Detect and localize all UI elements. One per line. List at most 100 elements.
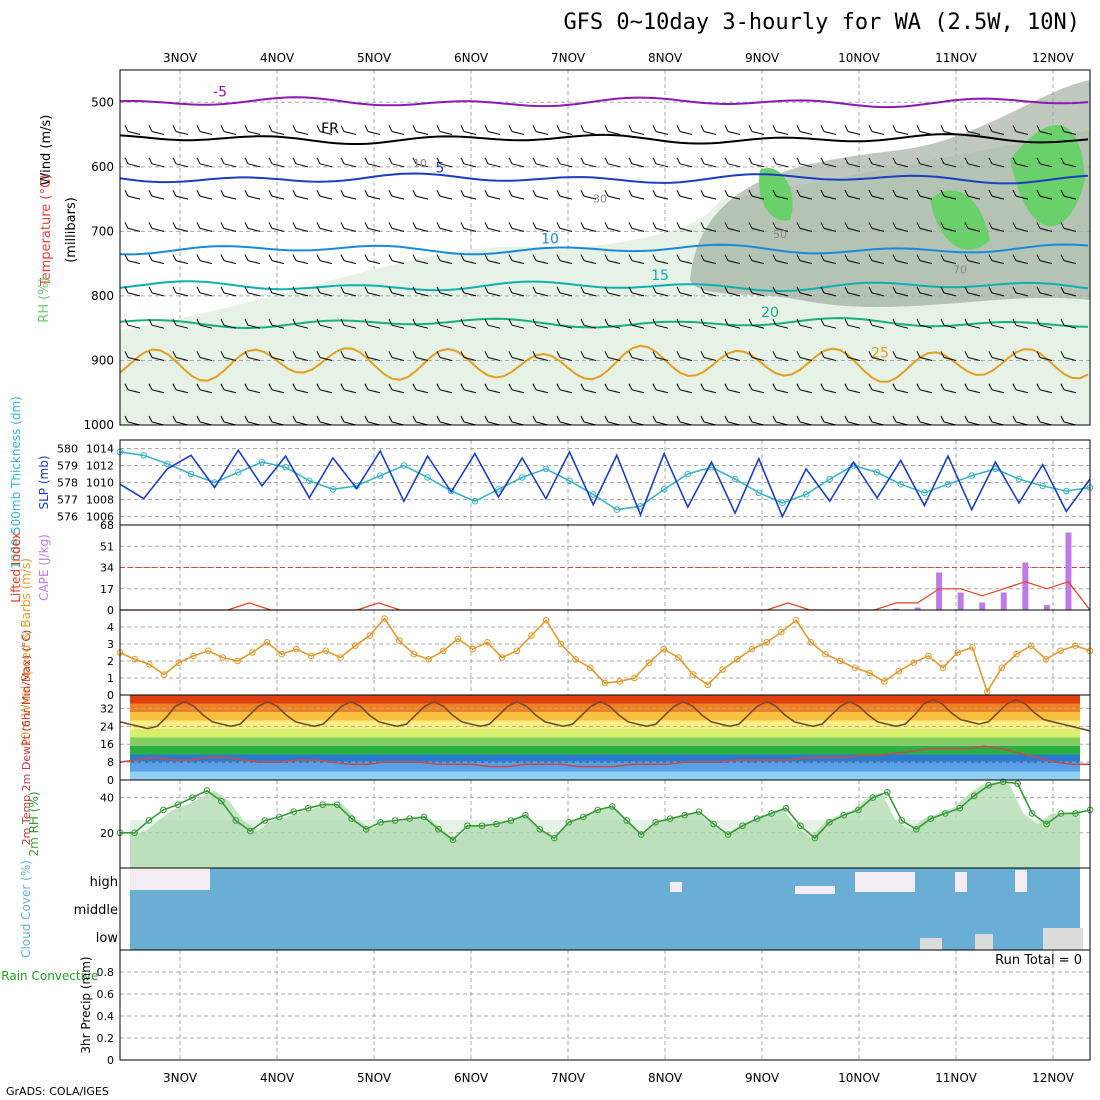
wind-speed-line-point xyxy=(1072,642,1079,650)
thickness-line-point xyxy=(164,460,171,468)
wind-speed-line-point xyxy=(660,645,668,653)
wind-barb xyxy=(628,189,645,200)
wind-barb xyxy=(652,351,669,361)
thickness-line-point xyxy=(518,474,526,481)
rh-line-point xyxy=(753,815,761,823)
rh-line-point xyxy=(724,831,732,838)
rh-contour-label: 10 xyxy=(413,157,427,170)
wind-barb xyxy=(244,189,261,200)
wind-barb xyxy=(244,254,261,265)
wind-speed-line-point xyxy=(895,667,903,675)
y-tick-label-wind: 2 xyxy=(107,655,114,668)
wind-speed-line-point xyxy=(366,632,374,639)
wind-barb xyxy=(412,157,429,168)
thickness-line-point xyxy=(684,470,692,478)
wind-speed-line-point xyxy=(160,671,168,678)
x-tick-label-top: 6NOV xyxy=(454,51,489,65)
isotherm-line xyxy=(119,317,1089,330)
wind-barb xyxy=(988,189,1005,200)
thickness-line-point xyxy=(258,458,266,466)
wind-barb xyxy=(796,157,813,168)
wind-barb xyxy=(604,383,621,394)
rh-line-point xyxy=(449,836,457,844)
wind-barb xyxy=(676,383,693,394)
wind-barb xyxy=(484,286,501,297)
y-tick-label-wind: 0 xyxy=(107,689,114,702)
cloud-level-label: middle xyxy=(74,903,118,918)
y-tick-label-temp: 0 xyxy=(107,774,114,787)
wind-barb xyxy=(412,254,429,265)
wind-barb xyxy=(508,125,525,136)
wind-barb xyxy=(1012,286,1029,297)
temp-band xyxy=(130,712,1080,721)
wind-speed-line-point xyxy=(234,657,241,665)
isotherm-line xyxy=(119,243,1089,256)
ylabel-precip-rain: Total / Rain Convective xyxy=(0,969,98,983)
ylabel-cloud-cover: Cloud Cover (%) xyxy=(19,860,33,958)
wind-barb xyxy=(1036,254,1053,265)
wind-barb xyxy=(364,351,381,361)
y-tick-label-rh: 40 xyxy=(100,792,114,805)
wind-speed-line-point xyxy=(969,644,976,651)
wind-barb xyxy=(868,286,885,297)
rh-contour-label: 30 xyxy=(593,192,607,205)
wind-barb xyxy=(964,318,981,329)
wind-speed-line-point xyxy=(866,669,873,677)
x-tick-label-bottom: 3NOV xyxy=(163,1071,198,1085)
rh-contour-label: 50 xyxy=(773,228,787,241)
wind-barb xyxy=(220,189,237,200)
wind-barb xyxy=(508,222,525,232)
rh-line-point xyxy=(637,831,645,838)
wind-barb xyxy=(724,254,741,265)
wind-speed-line-point xyxy=(851,664,859,672)
wind-speed-line-point xyxy=(484,639,491,646)
y-tick-label-precip: 0 xyxy=(107,1054,114,1067)
wind-barb xyxy=(460,286,477,297)
wind-barb xyxy=(652,383,669,394)
temp-band xyxy=(130,703,1080,712)
wind-speed-line-point xyxy=(146,661,153,668)
rh-line-point xyxy=(304,804,312,812)
cape-bar xyxy=(1065,532,1072,610)
wind-barb xyxy=(820,189,837,200)
cloud-level-label: high xyxy=(90,875,118,890)
rh-line-point xyxy=(970,792,978,800)
isotherm-label: 15 xyxy=(651,268,669,284)
wind-barb xyxy=(844,351,861,361)
rh-line-point xyxy=(565,818,573,826)
y-tick-label-slp: 1012 xyxy=(86,460,114,473)
wind-barb xyxy=(1036,157,1053,168)
wind-speed-line-point xyxy=(190,652,197,660)
wind-barb xyxy=(916,254,933,265)
wind-barb xyxy=(340,286,357,297)
wind-barb xyxy=(700,351,717,361)
wind-speed-line-point xyxy=(778,628,785,636)
rh-line-point xyxy=(507,817,515,824)
rh-line-point xyxy=(608,803,616,810)
wind-barb xyxy=(988,254,1005,265)
wind-barb xyxy=(244,157,261,168)
rh-green-area xyxy=(759,168,793,221)
wind-barb xyxy=(244,383,261,394)
wind-barb xyxy=(820,351,837,361)
wind-barb xyxy=(292,318,309,329)
wind-speed-line-point xyxy=(572,656,579,663)
wind-barb xyxy=(988,318,1005,329)
rh-contour-label: 70 xyxy=(953,263,967,276)
rh-line-point xyxy=(290,808,298,815)
isotherm-label: FR xyxy=(321,121,339,137)
wind-barb xyxy=(796,286,813,297)
wind-barb xyxy=(892,383,909,394)
wind-barb xyxy=(652,125,669,136)
wind-barb xyxy=(508,189,525,200)
wind-barb xyxy=(748,286,765,297)
wind-barb xyxy=(628,383,645,394)
wind-barb xyxy=(796,222,813,232)
wind-barb xyxy=(436,189,453,200)
wind-speed-line-point xyxy=(542,616,550,624)
wind-barb xyxy=(508,318,525,329)
y-tick-label-wind: 3 xyxy=(107,638,114,651)
rh-line-point xyxy=(695,808,703,815)
wind-barb xyxy=(508,254,525,265)
wind-barb xyxy=(244,286,261,297)
